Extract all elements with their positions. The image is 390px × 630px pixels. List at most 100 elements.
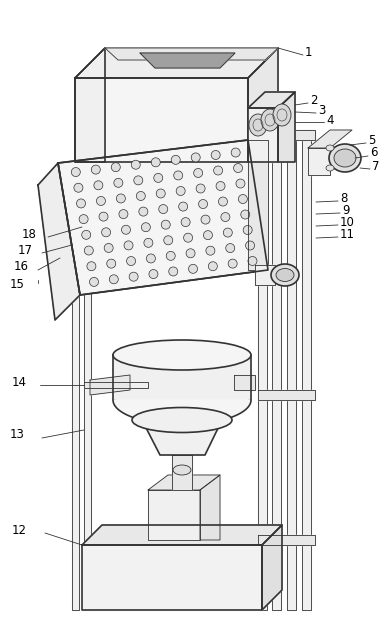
Text: 16: 16 bbox=[14, 260, 29, 273]
Circle shape bbox=[191, 153, 200, 162]
Text: 12: 12 bbox=[12, 524, 27, 537]
Polygon shape bbox=[287, 130, 296, 610]
Circle shape bbox=[141, 223, 151, 232]
Polygon shape bbox=[90, 375, 130, 395]
Polygon shape bbox=[84, 382, 148, 388]
Polygon shape bbox=[248, 48, 278, 162]
Circle shape bbox=[129, 272, 138, 281]
Circle shape bbox=[139, 207, 148, 216]
Circle shape bbox=[171, 156, 180, 164]
Circle shape bbox=[96, 197, 105, 205]
Polygon shape bbox=[308, 148, 330, 175]
Ellipse shape bbox=[334, 149, 356, 167]
Ellipse shape bbox=[276, 268, 294, 282]
Circle shape bbox=[199, 200, 207, 209]
Circle shape bbox=[76, 199, 85, 208]
Circle shape bbox=[159, 205, 168, 214]
Circle shape bbox=[194, 168, 203, 178]
Polygon shape bbox=[200, 475, 220, 540]
Polygon shape bbox=[113, 400, 251, 425]
Circle shape bbox=[238, 195, 247, 203]
Circle shape bbox=[174, 171, 183, 180]
Circle shape bbox=[156, 189, 165, 198]
Polygon shape bbox=[302, 130, 311, 610]
Ellipse shape bbox=[261, 109, 279, 131]
Polygon shape bbox=[258, 390, 315, 400]
Ellipse shape bbox=[271, 264, 299, 286]
Circle shape bbox=[136, 192, 145, 200]
Circle shape bbox=[127, 256, 136, 265]
Ellipse shape bbox=[132, 408, 232, 433]
Polygon shape bbox=[142, 420, 222, 455]
Text: 8: 8 bbox=[340, 192, 347, 205]
Text: 11: 11 bbox=[340, 227, 355, 241]
Circle shape bbox=[144, 238, 153, 248]
Circle shape bbox=[166, 251, 175, 260]
Circle shape bbox=[151, 158, 160, 167]
Circle shape bbox=[109, 275, 118, 284]
Text: 1: 1 bbox=[305, 45, 312, 59]
Circle shape bbox=[231, 148, 240, 157]
Text: 4: 4 bbox=[326, 113, 333, 127]
Circle shape bbox=[241, 210, 250, 219]
Text: 7: 7 bbox=[372, 159, 379, 173]
Text: 13: 13 bbox=[10, 428, 25, 442]
Polygon shape bbox=[148, 475, 220, 490]
Circle shape bbox=[184, 233, 193, 242]
Circle shape bbox=[248, 256, 257, 265]
Circle shape bbox=[161, 220, 170, 229]
Circle shape bbox=[91, 165, 100, 174]
Ellipse shape bbox=[329, 144, 361, 172]
Circle shape bbox=[243, 226, 252, 234]
Polygon shape bbox=[82, 545, 262, 610]
Circle shape bbox=[124, 241, 133, 250]
Ellipse shape bbox=[173, 465, 191, 475]
Circle shape bbox=[201, 215, 210, 224]
Polygon shape bbox=[258, 130, 315, 140]
Circle shape bbox=[107, 259, 116, 268]
Circle shape bbox=[71, 168, 80, 176]
Circle shape bbox=[176, 186, 185, 195]
Circle shape bbox=[94, 181, 103, 190]
Circle shape bbox=[188, 265, 198, 273]
Polygon shape bbox=[262, 525, 282, 610]
Text: 3: 3 bbox=[318, 103, 325, 117]
Polygon shape bbox=[58, 140, 268, 295]
Text: 5: 5 bbox=[368, 134, 375, 147]
Polygon shape bbox=[258, 535, 315, 545]
Text: 6: 6 bbox=[370, 147, 378, 159]
Circle shape bbox=[149, 270, 158, 278]
Text: 2: 2 bbox=[310, 93, 317, 106]
Ellipse shape bbox=[326, 165, 334, 171]
Circle shape bbox=[179, 202, 188, 211]
Circle shape bbox=[169, 267, 178, 276]
Circle shape bbox=[218, 197, 227, 206]
Circle shape bbox=[196, 184, 205, 193]
Circle shape bbox=[216, 181, 225, 190]
Circle shape bbox=[104, 243, 113, 253]
Circle shape bbox=[236, 179, 245, 188]
Polygon shape bbox=[255, 265, 275, 285]
Circle shape bbox=[208, 261, 217, 271]
Ellipse shape bbox=[273, 104, 291, 126]
Circle shape bbox=[234, 164, 243, 173]
Circle shape bbox=[146, 254, 155, 263]
Text: 10: 10 bbox=[340, 215, 355, 229]
Ellipse shape bbox=[326, 145, 334, 151]
Text: 17: 17 bbox=[18, 244, 33, 256]
Circle shape bbox=[154, 173, 163, 183]
Circle shape bbox=[84, 246, 93, 255]
Polygon shape bbox=[75, 78, 248, 162]
Polygon shape bbox=[148, 490, 200, 540]
Circle shape bbox=[223, 228, 232, 237]
Circle shape bbox=[226, 244, 235, 253]
Polygon shape bbox=[248, 108, 278, 162]
Polygon shape bbox=[248, 140, 268, 270]
Polygon shape bbox=[234, 375, 255, 390]
Polygon shape bbox=[278, 92, 295, 162]
Ellipse shape bbox=[249, 114, 267, 136]
Polygon shape bbox=[272, 130, 281, 610]
Ellipse shape bbox=[113, 340, 251, 370]
Polygon shape bbox=[84, 200, 91, 610]
Circle shape bbox=[74, 183, 83, 192]
